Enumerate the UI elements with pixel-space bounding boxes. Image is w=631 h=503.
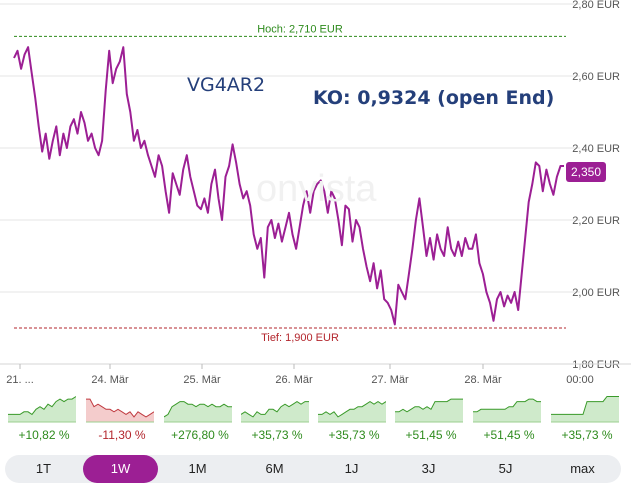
mini-chart-change: +51,45 % (483, 428, 535, 442)
mini-chart[interactable]: +51,45 % (473, 392, 545, 448)
x-tick-label: 21. ... (6, 374, 34, 386)
price-series-line (13, 46, 564, 326)
mini-chart-area (241, 401, 309, 422)
y-tick-label: 2,60 EUR (572, 71, 620, 83)
mini-chart-change: +35,73 % (251, 428, 303, 442)
isin-label: VG4AR2 (187, 74, 266, 96)
mini-chart-area (164, 401, 232, 422)
y-tick-label: 2,20 EUR (572, 215, 620, 227)
mini-chart-line (241, 401, 309, 418)
mini-chart[interactable]: +35,73 % (551, 392, 623, 448)
mini-chart-line (318, 401, 386, 418)
mini-chart-change: +276,80 % (171, 428, 229, 442)
mini-chart-line (164, 401, 232, 418)
mini-chart[interactable]: +35,73 % (318, 392, 390, 448)
mini-chart-svg (8, 396, 76, 423)
period-selector: 1T 1W 1M 6M 1J 3J 5J max (5, 455, 621, 483)
hoch-label: Hoch: 2,710 EUR (257, 23, 343, 35)
y-tick-label: 2,80 EUR (572, 0, 620, 11)
mini-chart-line (473, 398, 541, 413)
x-tick-label: 24. Mär (91, 374, 129, 386)
period-button-max[interactable]: max (570, 461, 595, 476)
mini-charts-row: +10,82 % -11,30 % +276,80 % +35,73 % +35,73 … (0, 392, 631, 448)
mini-chart[interactable]: +10,82 % (8, 392, 80, 448)
x-tick-label: 25. Mär (183, 374, 221, 386)
mini-chart-svg (395, 398, 463, 423)
mini-chart-area (8, 396, 76, 422)
mini-chart-change: +10,82 % (18, 428, 70, 442)
mini-chart-change: -11,30 % (98, 428, 146, 442)
y-tick-label: 2,00 EUR (572, 287, 620, 299)
mini-chart-area (318, 401, 386, 422)
mini-chart-svg (86, 398, 154, 423)
mini-chart-area (473, 399, 541, 422)
x-tick-label: 00:00 (566, 374, 594, 386)
x-tick-label: 27. Mär (371, 374, 409, 386)
x-tick-label: 26. Mär (275, 374, 313, 386)
tief-label: Tief: 1,900 EUR (261, 332, 339, 344)
period-button-1t[interactable]: 1T (35, 461, 52, 476)
y-tick-label: 1,80 EUR (572, 359, 620, 371)
chart-svg: 1,80 EUR 2,00 EUR 2,20 EUR 2,40 EUR 2,60 EUR… (0, 0, 631, 386)
mini-chart[interactable]: +35,73 % (241, 392, 313, 448)
mini-chart-change: +51,45 % (405, 428, 457, 442)
mini-chart-svg (473, 398, 541, 423)
watermark: onvista (256, 168, 377, 210)
mini-chart[interactable]: +276,80 % (164, 392, 236, 448)
mini-chart[interactable]: +51,45 % (395, 392, 467, 448)
mini-chart-area (395, 399, 463, 422)
period-button-1m[interactable]: 1M (188, 461, 207, 476)
mini-chart-svg (551, 396, 619, 423)
period-button-6m[interactable]: 6M (265, 461, 284, 476)
knockout-label: KO: 0,9324 (open End) (313, 87, 555, 109)
mini-chart[interactable]: -11,30 % (86, 392, 158, 448)
last-price-badge: 2,350 (566, 162, 606, 182)
x-tick-label: 28. Mär (464, 374, 502, 386)
mini-chart-line (8, 396, 76, 416)
mini-chart-svg (164, 401, 232, 423)
period-button-1w[interactable]: 1W (83, 455, 158, 483)
mini-chart-change: +35,73 % (561, 428, 613, 442)
price-chart[interactable]: 1,80 EUR 2,00 EUR 2,20 EUR 2,40 EUR 2,60 EUR… (0, 0, 631, 390)
mini-chart-change: +35,73 % (328, 428, 380, 442)
mini-chart-line (86, 398, 154, 418)
mini-chart-svg (318, 401, 386, 423)
period-button-1j[interactable]: 1J (344, 461, 359, 476)
period-button-5j[interactable]: 5J (498, 461, 513, 476)
mini-chart-svg (241, 401, 309, 423)
y-tick-label: 2,40 EUR (572, 143, 620, 155)
mini-chart-line (395, 398, 463, 413)
mini-chart-line (551, 396, 619, 415)
period-button-3j[interactable]: 3J (421, 461, 436, 476)
